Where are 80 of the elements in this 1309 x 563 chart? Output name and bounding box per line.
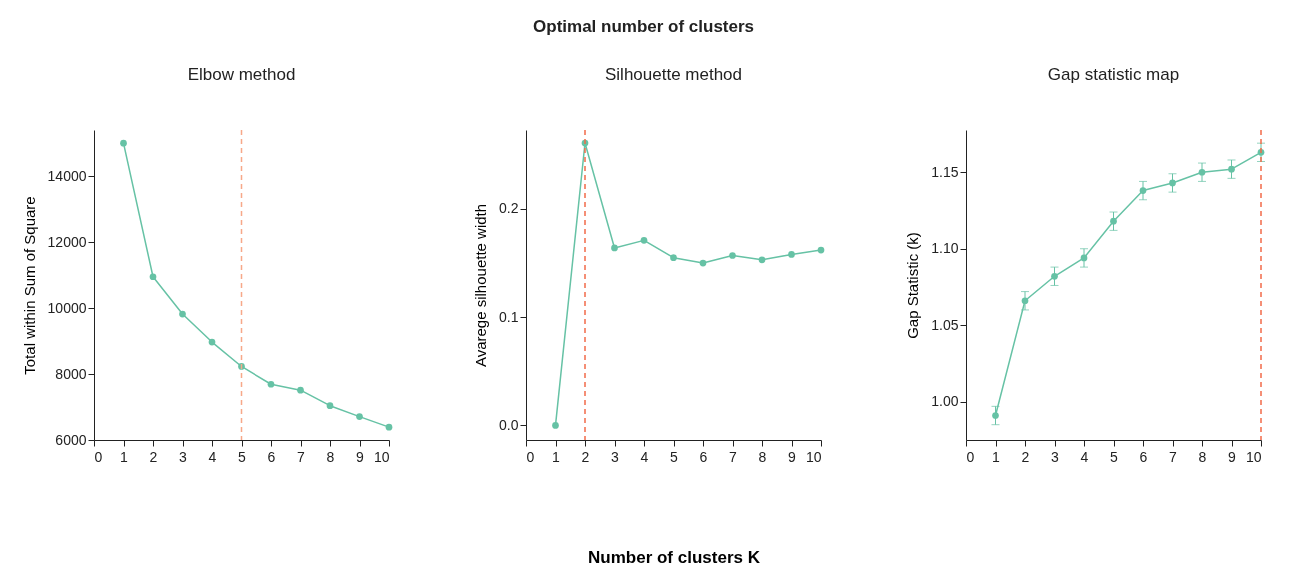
point: [640, 237, 648, 244]
chart-title: Elbow method: [187, 65, 296, 85]
point: [788, 251, 795, 258]
point: [326, 402, 334, 410]
point: [267, 380, 275, 388]
y-tick-label: 12000: [47, 233, 87, 250]
x-tick-label: 1: [992, 448, 1001, 465]
x-tick-label: 8: [1198, 448, 1207, 465]
y-tick-label: 0.1: [499, 308, 519, 325]
x-tick-label: 1: [552, 448, 561, 465]
point: [1110, 217, 1117, 225]
point: [552, 422, 559, 429]
text: Optimal number of clusters: [533, 17, 755, 37]
point: [729, 252, 736, 259]
point: [1051, 272, 1058, 280]
point: [1169, 179, 1176, 187]
x-tick-label: 4: [640, 448, 649, 465]
y-tick-label: 0.2: [499, 200, 519, 217]
point: [149, 273, 157, 281]
point: [208, 338, 216, 346]
x-tick-label: 2: [149, 448, 158, 465]
x-tick-label: 2: [581, 448, 590, 465]
y-tick-label: 0.0: [499, 416, 519, 433]
x-tick-label: 5: [670, 448, 679, 465]
point: [611, 244, 618, 252]
x-tick-label: 6: [699, 448, 708, 465]
x-axis-title: Number of clusters K: [588, 547, 761, 563]
x-tick-label: 5: [1110, 448, 1119, 465]
y-tick-label: 14000: [47, 167, 87, 184]
point: [356, 413, 363, 420]
x-tick-label: 8: [758, 448, 767, 465]
point: [992, 412, 999, 419]
y-tick-label: 8000: [55, 365, 87, 382]
point: [1021, 297, 1029, 305]
x-tick-label: 7: [729, 448, 738, 465]
point: [699, 259, 707, 267]
y-tick-label: 1.05: [931, 316, 959, 333]
x-tick-label: 3: [179, 448, 188, 465]
point: [120, 139, 127, 147]
point: [758, 256, 766, 264]
y-tick-label: 1.00: [931, 393, 959, 410]
x-tick-label: 4: [1080, 448, 1089, 465]
point: [670, 254, 677, 262]
x-tick-label: 4: [208, 448, 217, 465]
x-tick-label: 7: [1169, 448, 1178, 465]
x-tick-label: 9: [788, 448, 797, 465]
x-tick-label: 6: [1139, 448, 1148, 465]
x-tick-label: 8: [326, 448, 335, 465]
y-axis-title: Gap Statistic (k): [904, 232, 922, 339]
x-tick-label: 1: [120, 448, 129, 465]
y-tick-label: 10000: [47, 299, 87, 316]
x-tick-label: 9: [1228, 448, 1237, 465]
point: [817, 246, 825, 254]
x-tick-label: 2: [1021, 448, 1030, 465]
point: [1080, 254, 1088, 262]
x-tick-label: 3: [1051, 448, 1060, 465]
y-axis-title: Avarege silhouette width: [472, 203, 490, 368]
x-tick-label: 0: [526, 448, 535, 465]
x-tick-label: 9: [356, 448, 365, 465]
x-tick-label: 10: [1245, 448, 1262, 465]
point: [1198, 168, 1206, 176]
x-tick-label: 6: [267, 448, 276, 465]
point: [385, 423, 393, 431]
point: [1139, 187, 1147, 194]
chart-title: Silhouette method: [604, 65, 743, 85]
y-tick-label: 6000: [55, 431, 87, 448]
x-tick-label: 10: [805, 448, 822, 465]
chart-title: Gap statistic map: [1047, 65, 1180, 85]
point: [179, 310, 186, 318]
x-tick-label: 7: [297, 448, 306, 465]
x-tick-label: 3: [611, 448, 620, 465]
x-tick-label: 5: [238, 448, 247, 465]
y-tick-label: 1.15: [931, 163, 959, 180]
y-axis-title: Total within Sum of Square: [20, 196, 38, 375]
x-tick-label: 10: [373, 448, 390, 465]
y-tick-label: 1.10: [931, 240, 959, 257]
point: [1228, 165, 1235, 173]
x-tick-label: 0: [94, 448, 103, 465]
point: [297, 386, 304, 394]
x-tick-label: 0: [966, 448, 975, 465]
